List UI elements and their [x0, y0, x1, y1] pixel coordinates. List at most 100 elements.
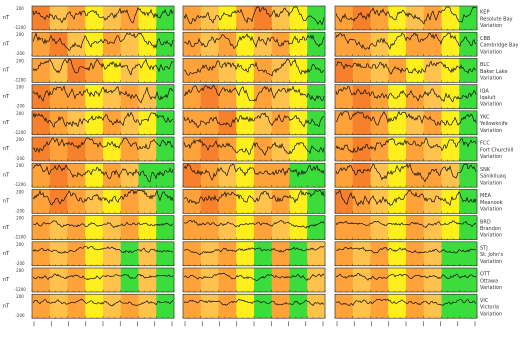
- magnetogram-panel: [31, 267, 175, 293]
- field-trace: [335, 6, 477, 25]
- field-trace: [335, 60, 477, 75]
- field-trace: [183, 219, 325, 229]
- station-subtitle: Variation: [480, 49, 502, 55]
- activity-band: [388, 32, 407, 57]
- activity-band: [370, 6, 389, 30]
- activity-band: [138, 137, 157, 161]
- activity-band: [335, 32, 354, 57]
- activity-band: [388, 58, 407, 83]
- activity-band: [138, 241, 157, 266]
- y-tick-label: 200: [16, 85, 24, 90]
- activity-band: [103, 268, 122, 292]
- y-tick-label: 200: [16, 137, 24, 142]
- activity-band: [120, 84, 139, 109]
- station-subtitle: Variation: [480, 285, 502, 291]
- activity-band: [271, 215, 290, 240]
- activity-band: [441, 241, 460, 266]
- activity-band: [441, 58, 460, 83]
- activity-band: [370, 189, 389, 214]
- activity-band: [289, 6, 308, 30]
- y-tick-label: -200: [15, 104, 25, 109]
- field-trace: [335, 272, 477, 281]
- station-name: Ottawa: [480, 278, 498, 284]
- activity-band: [406, 58, 425, 83]
- activity-band: [254, 215, 273, 240]
- activity-band: [370, 241, 389, 266]
- station-code: IQA: [480, 88, 489, 94]
- field-trace: [32, 245, 174, 254]
- field-trace: [32, 58, 174, 76]
- activity-band: [406, 32, 425, 57]
- y-unit-label: nT: [3, 146, 10, 152]
- magnetogram-panel: [31, 136, 175, 162]
- field-trace: [183, 272, 325, 281]
- y-unit-label: nT: [3, 41, 10, 47]
- y-tick-label: -200: [15, 313, 25, 318]
- activity-band: [85, 268, 104, 292]
- activity-band: [49, 58, 68, 83]
- activity-band: [307, 241, 326, 266]
- activity-band: [183, 268, 202, 292]
- activity-band: [307, 163, 326, 188]
- activity-band: [138, 6, 157, 30]
- field-trace: [183, 245, 325, 256]
- activity-band: [236, 294, 255, 319]
- activity-band: [67, 6, 86, 30]
- activity-band: [352, 294, 371, 319]
- activity-band: [459, 215, 478, 240]
- activity-band: [388, 84, 407, 109]
- y-tick-label: 200: [16, 242, 24, 247]
- activity-band: [459, 137, 478, 161]
- activity-band: [183, 215, 202, 240]
- activity-band: [441, 32, 460, 57]
- field-trace: [183, 85, 325, 102]
- station-code: CBB: [480, 36, 491, 42]
- activity-band: [138, 268, 157, 292]
- activity-band: [218, 215, 237, 240]
- activity-band: [200, 32, 219, 57]
- activity-band: [236, 268, 255, 292]
- y-tick-label: -1200: [14, 182, 26, 187]
- activity-band: [67, 58, 86, 83]
- activity-band: [156, 268, 175, 292]
- y-tick-label: 200: [16, 32, 24, 37]
- magnetogram-panel: [334, 189, 478, 214]
- activity-band: [120, 294, 139, 319]
- y-unit-label: nT: [3, 120, 10, 126]
- field-trace: [32, 220, 173, 228]
- magnetogram-panel: [334, 31, 478, 57]
- field-trace: [183, 298, 325, 307]
- magnetogram-panel: [182, 241, 326, 267]
- activity-band: [49, 137, 68, 161]
- activity-band: [352, 110, 371, 135]
- station-name: Resolute Bay: [480, 16, 513, 22]
- activity-band: [335, 241, 354, 266]
- activity-band: [459, 6, 478, 30]
- field-trace: [183, 138, 325, 157]
- station-name: Baker Lake: [480, 69, 508, 75]
- activity-band: [352, 6, 371, 30]
- magnetogram-panel: [334, 162, 478, 188]
- magnetogram-panel: [334, 215, 478, 240]
- activity-band: [335, 215, 354, 240]
- magnetogram-panel: [31, 31, 175, 57]
- activity-band: [441, 268, 460, 292]
- activity-band: [156, 110, 175, 135]
- station-name: Sanikiluaq: [480, 174, 506, 180]
- activity-band: [352, 215, 371, 240]
- activity-band: [335, 294, 354, 319]
- y-unit-label: nT: [3, 303, 10, 309]
- station-name: Brandon: [480, 226, 501, 232]
- field-trace: [335, 189, 477, 207]
- activity-band: [441, 6, 460, 30]
- y-tick-label: -1200: [14, 25, 26, 30]
- activity-band: [32, 163, 51, 188]
- y-tick-label: 200: [16, 268, 24, 273]
- station-name: Meanook: [480, 200, 503, 206]
- activity-band: [423, 294, 442, 319]
- activity-band: [138, 294, 157, 319]
- activity-band: [103, 137, 122, 161]
- activity-band: [200, 110, 219, 135]
